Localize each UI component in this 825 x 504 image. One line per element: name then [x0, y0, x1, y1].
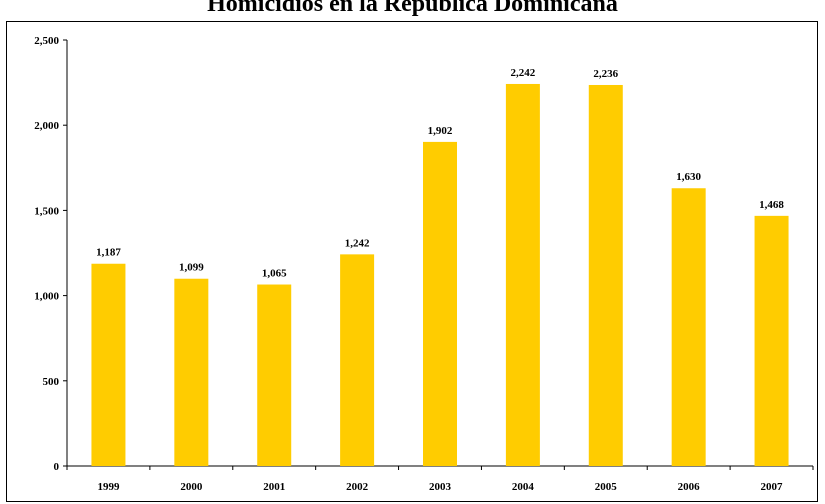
bar-1999: [91, 263, 126, 466]
data-label: 1,242: [345, 237, 370, 249]
data-label: 2,236: [593, 68, 618, 80]
x-tick-label: 2004: [512, 481, 535, 493]
bar-2004: [505, 83, 540, 467]
bar-2001: [257, 284, 292, 466]
bar-2003: [423, 141, 457, 466]
y-tick-label: 0: [54, 461, 60, 473]
x-tick-label: 2006: [678, 481, 701, 493]
bar-2007: [754, 215, 789, 466]
data-label: 1,630: [676, 171, 701, 183]
data-label: 1,099: [179, 262, 204, 274]
data-label: 2,242: [511, 67, 536, 79]
chart-frame: [6, 21, 818, 502]
x-tick-label: 2000: [180, 481, 203, 493]
x-tick-label: 2005: [595, 481, 618, 493]
bar-2005: [588, 84, 623, 467]
x-tick-label: 2007: [761, 481, 784, 493]
y-tick-label: 1,500: [34, 205, 59, 217]
data-label: 1,065: [262, 268, 287, 280]
bar-2002: [340, 254, 375, 466]
x-tick-label: 1999: [97, 481, 120, 493]
bar-2000: [174, 278, 209, 466]
x-tick-label: 2001: [263, 481, 285, 493]
y-tick-label: 2,500: [34, 35, 59, 47]
y-tick-label: 500: [43, 376, 60, 388]
data-label: 1,187: [96, 247, 121, 259]
x-tick-label: 2003: [429, 481, 452, 493]
y-tick-label: 1,000: [34, 291, 59, 303]
y-tick-label: 2,000: [34, 120, 59, 132]
x-tick-label: 2002: [346, 481, 369, 493]
chart-title: Homicidios en la República Dominicana: [207, 0, 618, 17]
bar-2006: [671, 188, 706, 467]
data-label: 1,902: [428, 125, 453, 137]
data-label: 1,468: [759, 199, 784, 211]
